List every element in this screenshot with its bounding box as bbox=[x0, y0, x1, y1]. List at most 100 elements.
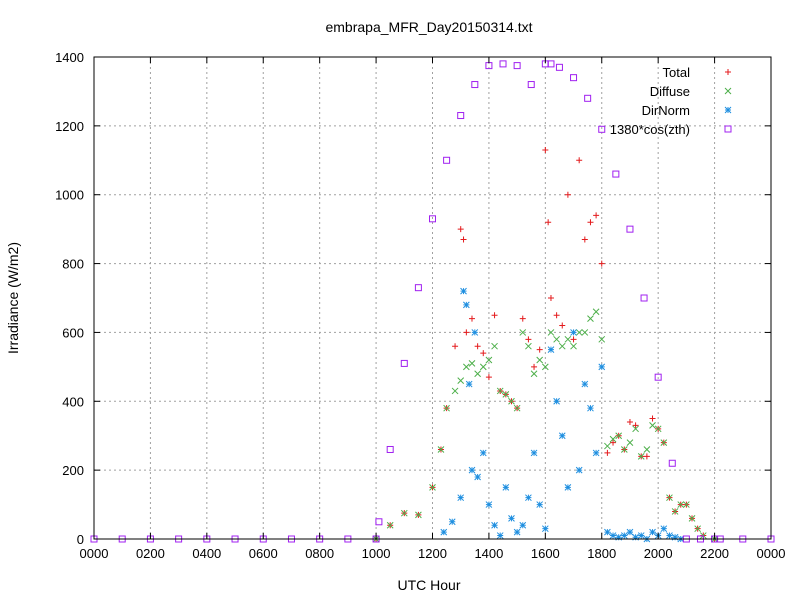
data-point bbox=[519, 329, 527, 336]
data-point bbox=[519, 521, 527, 529]
data-point bbox=[457, 226, 464, 233]
data-point bbox=[640, 294, 648, 302]
y-tick-label: 1200 bbox=[55, 119, 84, 134]
data-point bbox=[677, 501, 685, 508]
data-point bbox=[654, 425, 662, 433]
legend-marker bbox=[724, 106, 732, 114]
data-point bbox=[612, 170, 620, 178]
data-point bbox=[513, 404, 521, 412]
data-point bbox=[375, 518, 383, 526]
data-point bbox=[592, 449, 600, 457]
data-point bbox=[400, 509, 408, 517]
data-point bbox=[660, 525, 668, 533]
data-point bbox=[525, 342, 532, 350]
data-point bbox=[564, 335, 572, 343]
data-point bbox=[542, 146, 549, 153]
data-point bbox=[547, 346, 555, 353]
x-tick-label: 0800 bbox=[305, 546, 334, 561]
data-point bbox=[471, 329, 479, 336]
data-point bbox=[632, 422, 639, 429]
x-tick-label: 2000 bbox=[644, 546, 673, 561]
data-point bbox=[604, 528, 611, 536]
data-point bbox=[527, 81, 535, 89]
data-point bbox=[386, 521, 394, 529]
data-point bbox=[479, 449, 487, 457]
data-point bbox=[451, 387, 459, 395]
data-point bbox=[671, 533, 679, 541]
x-tick-label: 0400 bbox=[192, 546, 221, 561]
data-point bbox=[496, 532, 504, 539]
data-point bbox=[598, 260, 605, 267]
data-point bbox=[584, 94, 592, 102]
data-point bbox=[530, 370, 538, 378]
data-point bbox=[610, 439, 617, 446]
data-point bbox=[609, 532, 617, 539]
data-point bbox=[479, 363, 487, 371]
data-point bbox=[485, 501, 493, 508]
data-point bbox=[649, 415, 656, 422]
legend-label: 1380*cos(zth) bbox=[610, 122, 690, 137]
data-point bbox=[666, 494, 673, 502]
data-point bbox=[547, 60, 555, 68]
data-point bbox=[519, 315, 526, 322]
data-point bbox=[463, 329, 470, 336]
data-point bbox=[660, 439, 668, 446]
data-point bbox=[654, 373, 662, 381]
data-point bbox=[474, 370, 481, 378]
data-point bbox=[626, 225, 634, 233]
data-point bbox=[468, 360, 476, 367]
y-tick-label: 600 bbox=[62, 325, 84, 340]
data-point bbox=[414, 284, 422, 292]
data-point bbox=[604, 442, 611, 450]
legend-label: Total bbox=[663, 65, 691, 80]
data-point bbox=[604, 449, 611, 456]
data-point bbox=[637, 453, 645, 460]
data-point bbox=[496, 387, 504, 395]
data-point bbox=[536, 501, 544, 508]
data-point bbox=[545, 219, 552, 226]
data-point bbox=[485, 356, 493, 364]
data-point bbox=[643, 446, 651, 453]
data-point bbox=[643, 453, 650, 460]
data-point bbox=[480, 350, 487, 357]
data-point bbox=[485, 374, 492, 381]
data-point bbox=[508, 397, 515, 405]
data-point bbox=[499, 60, 507, 68]
y-tick-label: 800 bbox=[62, 257, 84, 272]
legend-marker bbox=[724, 125, 732, 133]
y-tick-label: 0 bbox=[77, 532, 84, 547]
data-point bbox=[581, 380, 589, 388]
legend: Total Diffuse DirNorm 1380*cos(zth) bbox=[610, 65, 732, 137]
data-point bbox=[457, 494, 465, 502]
data-point bbox=[553, 335, 560, 343]
y-tick-label: 1000 bbox=[55, 188, 84, 203]
y-tick-label: 1400 bbox=[55, 50, 84, 65]
data-point bbox=[570, 336, 577, 343]
data-point bbox=[553, 312, 560, 319]
data-point bbox=[564, 191, 571, 198]
x-tick-label: 1000 bbox=[362, 546, 391, 561]
data-point bbox=[457, 377, 465, 384]
data-point bbox=[632, 533, 639, 541]
data-point bbox=[502, 391, 510, 398]
data-point bbox=[468, 315, 475, 322]
data-point bbox=[541, 525, 549, 533]
x-tick-label: 1200 bbox=[418, 546, 447, 561]
data-point bbox=[471, 81, 479, 89]
legend-label: DirNorm bbox=[642, 103, 690, 118]
y-axis-label: Irradiance (W/m2) bbox=[5, 242, 21, 354]
x-tick-label: 0200 bbox=[136, 546, 165, 561]
data-point bbox=[587, 404, 594, 412]
data-point bbox=[553, 397, 560, 405]
data-point bbox=[460, 287, 467, 295]
data-point bbox=[491, 342, 498, 350]
data-point bbox=[491, 312, 498, 319]
data-point bbox=[443, 156, 451, 164]
data-point bbox=[547, 295, 554, 301]
x-tick-label: 0000 bbox=[757, 546, 786, 561]
data-point bbox=[632, 425, 639, 433]
data-point bbox=[587, 315, 594, 323]
data-point bbox=[598, 363, 606, 371]
